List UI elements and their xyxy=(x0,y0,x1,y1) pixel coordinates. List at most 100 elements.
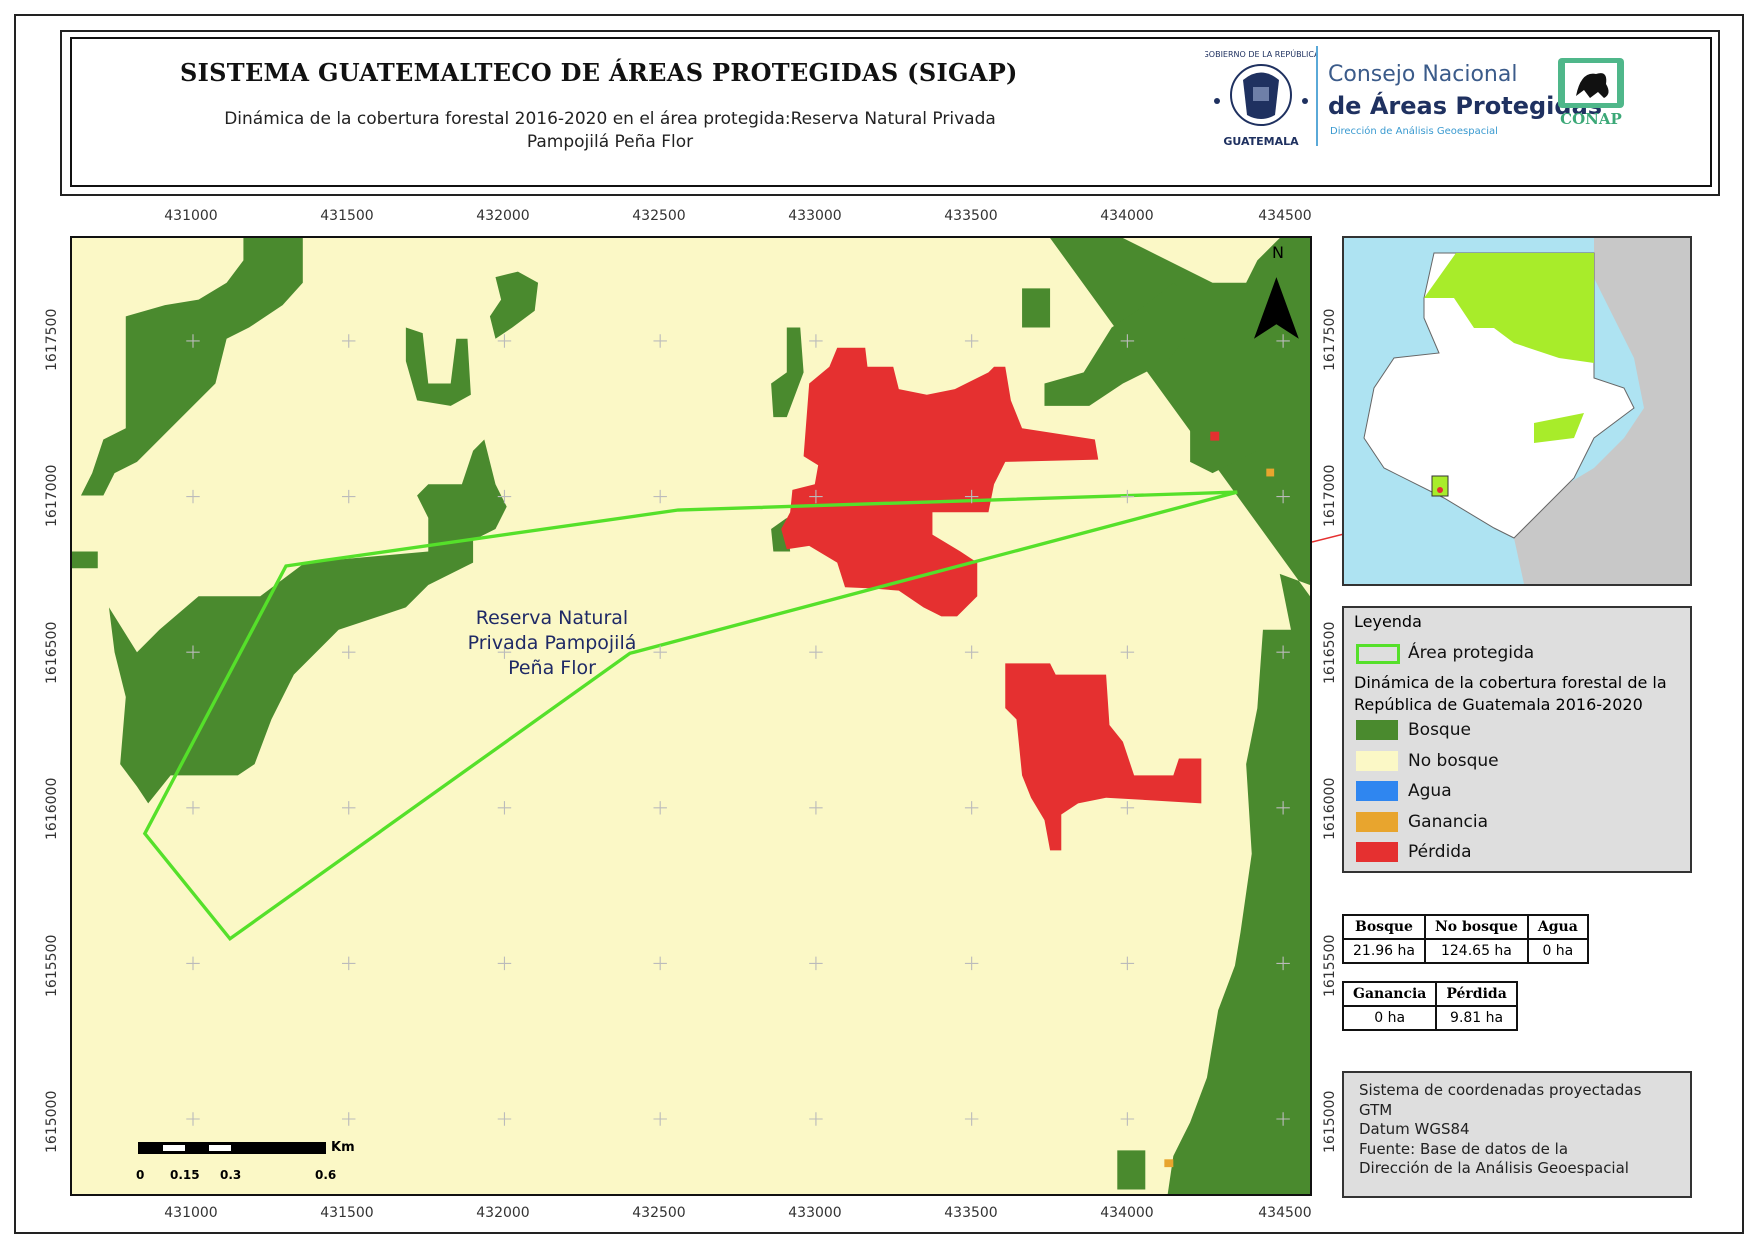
grid-cross xyxy=(653,1112,667,1126)
legend-item-label: Agua xyxy=(1408,781,1452,801)
y-tick-label: 1617500 xyxy=(44,308,60,371)
y-tick-label: 1615000 xyxy=(44,1090,60,1153)
grid-cross xyxy=(342,956,356,971)
guatemala-government-seal-logo: GUATEMALA GOBIERNO DE LA REPÚBLICA xyxy=(1205,48,1317,148)
grid-cross xyxy=(964,334,979,348)
grid-cross xyxy=(186,801,200,815)
north-arrow-icon xyxy=(1253,277,1299,339)
guatemala-locator-inset xyxy=(1342,236,1692,586)
legend-area-label: Área protegida xyxy=(1408,643,1535,663)
header-box xyxy=(70,37,1712,187)
legend-item-label: Pérdida xyxy=(1408,842,1472,862)
main-map[interactable]: N Reserva Natural Privada Pampojilá Peña… xyxy=(70,236,1312,1196)
legend-area-swatch xyxy=(1356,644,1400,664)
grid-cross xyxy=(964,801,979,815)
conap-monkey-logo: CONAP xyxy=(1558,58,1624,128)
forest-loss-areas xyxy=(781,347,1220,851)
info-line: Datum WGS84 xyxy=(1359,1120,1470,1138)
table-header: Agua xyxy=(1526,914,1589,940)
grid-cross xyxy=(342,801,356,815)
grid-cross xyxy=(1276,489,1290,504)
grid-cross xyxy=(1120,956,1135,971)
y-tick-label: 1617500 xyxy=(1322,308,1338,371)
area-label-line: Reserva Natural xyxy=(475,607,629,629)
scale-label: 0 xyxy=(136,1168,145,1182)
grid-cross xyxy=(964,1112,979,1126)
logo-divider xyxy=(1316,46,1318,146)
scale-unit: Km xyxy=(331,1140,355,1155)
grid-crosses xyxy=(186,334,1290,1126)
grid-cross xyxy=(1276,956,1290,971)
conap-name-line-1: Consejo Nacional xyxy=(1328,62,1518,87)
conap-name-line-2: de Áreas Protegidas xyxy=(1328,92,1603,120)
locator-line xyxy=(1312,533,1344,543)
table-header: Bosque xyxy=(1342,914,1426,940)
y-tick-label: 1615500 xyxy=(44,934,60,997)
grid-cross xyxy=(653,801,667,815)
legend-swatch xyxy=(1356,842,1398,862)
legend-dynamics-line: República de Guatemala 2016-2020 xyxy=(1354,695,1643,714)
x-tick-label: 434000 xyxy=(1100,1205,1154,1221)
x-tick-label: 432000 xyxy=(476,208,530,224)
header-frame xyxy=(60,30,1720,196)
grid-cross xyxy=(497,645,512,659)
grid-cross xyxy=(1120,489,1135,504)
table-cell: 124.65 ha xyxy=(1423,938,1529,964)
legend-item-label: Bosque xyxy=(1408,720,1471,740)
grid-cross xyxy=(809,956,823,971)
info-line: Fuente: Base de datos de la xyxy=(1359,1139,1569,1158)
y-tick-label: 1615000 xyxy=(1322,1090,1338,1153)
y-tick-label: 1617000 xyxy=(44,464,60,527)
map-subtitle: Dinámica de la cobertura forestal 2016-2… xyxy=(200,108,1020,154)
legend-swatch xyxy=(1356,720,1398,740)
table-cell: 9.81 ha xyxy=(1435,1005,1518,1031)
grid-cross xyxy=(342,334,356,348)
stats-table-change: Ganancia Pérdida 0 ha 9.81 ha xyxy=(1341,981,1518,1031)
legend: Leyenda Área protegida Dinámica de la co… xyxy=(1342,606,1692,873)
legend-item-label: No bosque xyxy=(1408,750,1499,771)
grid-cross xyxy=(1120,645,1135,659)
legend-item-label: Ganancia xyxy=(1408,811,1489,832)
grid-cross xyxy=(1120,801,1135,815)
svg-text:GUATEMALA: GUATEMALA xyxy=(1223,135,1299,148)
y-tick-label: 1617000 xyxy=(1322,464,1338,527)
y-tick-label: 1615500 xyxy=(1322,934,1338,997)
legend-dynamics-line: Dinámica de la cobertura forestal de la xyxy=(1354,673,1667,692)
grid-cross xyxy=(497,489,512,504)
inset-map xyxy=(1363,238,1690,584)
info-box: Sistema de coordenadas proyectadas GTM D… xyxy=(1342,1071,1692,1198)
gain-pixel xyxy=(1266,468,1275,477)
table-cell: 0 ha xyxy=(1341,1005,1438,1031)
grid-cross xyxy=(342,1112,356,1126)
legend-swatch xyxy=(1356,811,1398,832)
x-tick-label: 431500 xyxy=(320,1205,374,1221)
grid-cross xyxy=(186,334,200,348)
north-label: N xyxy=(1272,243,1284,262)
grid-cross xyxy=(497,801,512,815)
page-border xyxy=(14,14,1744,1234)
x-tick-label: 434000 xyxy=(1100,208,1154,224)
grid-cross xyxy=(653,489,667,504)
x-tick-label: 431000 xyxy=(164,1205,218,1221)
x-tick-label: 432500 xyxy=(632,1205,686,1221)
y-tick-label: 1616500 xyxy=(44,621,60,684)
grid-cross xyxy=(809,645,823,659)
grid-cross xyxy=(497,956,512,971)
legend-swatch xyxy=(1356,750,1398,771)
scale-label: 0.15 xyxy=(170,1168,200,1182)
grid-cross xyxy=(1276,801,1290,815)
grid-cross xyxy=(809,801,823,815)
svg-text:CONAP: CONAP xyxy=(1560,110,1622,128)
grid-cross xyxy=(497,334,512,348)
grid-cross xyxy=(1120,1112,1135,1126)
stats-table-cover: Bosque No bosque Agua 21.96 ha 124.65 ha 0 h… xyxy=(1342,914,1589,964)
table-header: Ganancia xyxy=(1341,981,1438,1007)
legend-dynamics-title: Dinámica de la cobertura forestal de la R… xyxy=(1354,672,1667,716)
grid-cross xyxy=(342,645,356,659)
x-tick-label: 433500 xyxy=(944,208,998,224)
grid-cross xyxy=(186,956,200,971)
x-tick-label: 432500 xyxy=(632,208,686,224)
map-title: SISTEMA GUATEMALTECO DE ÁREAS PROTEGIDAS… xyxy=(180,58,1018,87)
info-line: Sistema de coordenadas proyectadas xyxy=(1359,1081,1642,1099)
x-tick-label: 432000 xyxy=(476,1205,530,1221)
